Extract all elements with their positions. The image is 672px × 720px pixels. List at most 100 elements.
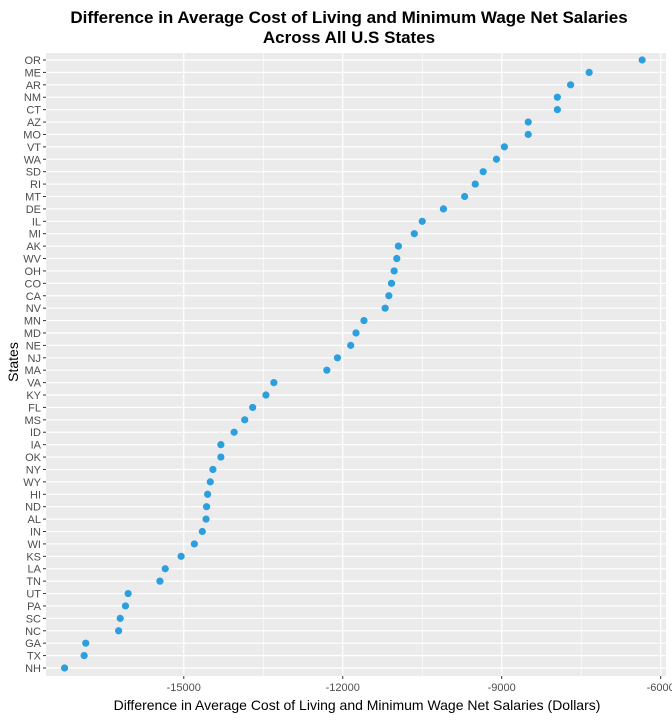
y-tick-label: RI (30, 179, 41, 191)
plot-area (46, 53, 666, 676)
data-point-ri (471, 180, 479, 188)
y-tick-label: AR (26, 80, 41, 92)
data-point-ky (262, 391, 270, 399)
data-point-mt (461, 192, 469, 201)
y-tick-label: VA (27, 378, 42, 390)
y-tick-label: KS (26, 551, 41, 563)
data-point-oh (390, 267, 398, 275)
y-tick-label: WV (23, 254, 41, 266)
y-tick-label: WI (28, 539, 41, 551)
data-point-ar (567, 81, 575, 89)
data-point-ok (217, 453, 225, 461)
data-point-ak (394, 242, 402, 250)
data-point-fl (249, 403, 257, 412)
y-tick-label: IA (31, 440, 42, 452)
data-point-id (230, 428, 238, 436)
data-point-nj (333, 354, 342, 362)
y-tick-label: NJ (28, 353, 41, 365)
chart-title-line-1: Difference in Average Cost of Living and… (70, 8, 627, 27)
y-tick-label: CT (26, 105, 41, 117)
y-tick-label: MN (24, 316, 41, 328)
data-point-mi (410, 230, 418, 238)
y-tick-label: TX (27, 651, 42, 663)
y-tick-label: WA (24, 154, 42, 166)
y-tick-label: SD (26, 167, 41, 179)
y-tick-label: AK (26, 241, 41, 253)
x-axis: -15000 -12000 -9000 -6000 (167, 676, 672, 694)
y-axis: ORMEARNMCTAZMOVTWASDRIMTDEILMIAKWVOHCOCA… (23, 55, 46, 675)
y-tick-label: AZ (27, 117, 41, 129)
y-tick-label: GA (25, 638, 42, 650)
plot-panel-background (46, 53, 666, 676)
y-tick-label: OK (25, 452, 42, 464)
y-tick-label: MA (25, 365, 42, 377)
data-point-wy (206, 478, 214, 486)
data-point-ia (217, 441, 225, 449)
data-point-az (524, 118, 532, 126)
y-tick-label: WY (23, 477, 41, 489)
y-tick-label: MO (23, 129, 41, 141)
x-tick-label: -12000 (326, 682, 360, 694)
data-point-ne (347, 341, 355, 349)
data-point-nd (202, 503, 211, 511)
y-tick-label: SC (26, 613, 41, 625)
data-point-hi (204, 490, 212, 498)
data-point-me (585, 68, 593, 77)
y-tick-label: NH (25, 663, 41, 675)
data-point-pa (121, 602, 130, 610)
y-tick-label: OR (25, 55, 42, 67)
data-point-ut (124, 589, 132, 598)
data-point-sc (116, 614, 124, 622)
x-tick-label: -9000 (488, 682, 516, 694)
y-tick-label: NC (25, 626, 41, 638)
data-point-sd (479, 168, 487, 176)
data-point-ks (177, 552, 185, 560)
x-tick-label: -6000 (647, 682, 672, 694)
data-point-in (198, 527, 206, 536)
y-tick-label: AL (28, 514, 41, 526)
x-tick-label: -15000 (167, 682, 201, 694)
data-point-de (439, 205, 448, 213)
data-point-or (638, 56, 646, 64)
y-tick-label: MD (24, 328, 41, 340)
data-point-co (387, 279, 396, 287)
data-point-wv (393, 254, 401, 263)
data-point-ca (385, 292, 393, 300)
y-tick-label: TN (26, 576, 41, 588)
y-axis-title: States (5, 342, 21, 382)
data-point-tx (80, 651, 88, 660)
y-tick-label: PA (27, 601, 42, 613)
data-point-nv (381, 304, 389, 312)
data-point-wi (190, 540, 198, 548)
y-tick-label: CA (26, 291, 42, 303)
data-point-ct (553, 106, 561, 114)
y-tick-label: ID (30, 427, 41, 439)
data-point-nm (553, 93, 561, 101)
y-tick-label: LA (28, 564, 42, 576)
y-tick-label: DE (26, 204, 41, 216)
y-tick-label: OH (25, 266, 42, 278)
y-tick-label: VT (27, 142, 41, 154)
y-tick-label: NY (26, 464, 42, 476)
y-tick-label: MT (25, 191, 41, 203)
y-tick-label: ME (25, 67, 42, 79)
data-point-ny (209, 465, 217, 474)
y-tick-label: CO (25, 278, 42, 290)
y-tick-label: HI (30, 489, 41, 501)
data-point-il (418, 217, 426, 225)
x-axis-title: Difference in Average Cost of Living and… (114, 697, 601, 713)
data-point-la (161, 565, 169, 573)
data-points (60, 56, 646, 672)
y-tick-label: NV (26, 303, 42, 315)
data-point-md (352, 329, 360, 337)
data-point-wa (492, 155, 501, 163)
y-tick-label: NE (26, 340, 41, 352)
y-tick-label: ND (25, 502, 41, 514)
y-tick-label: IN (30, 527, 41, 539)
y-tick-label: KY (26, 390, 41, 402)
data-point-ma (323, 366, 331, 374)
data-point-va (270, 379, 278, 387)
y-tick-label: FL (28, 402, 41, 414)
data-point-nh (60, 664, 69, 672)
